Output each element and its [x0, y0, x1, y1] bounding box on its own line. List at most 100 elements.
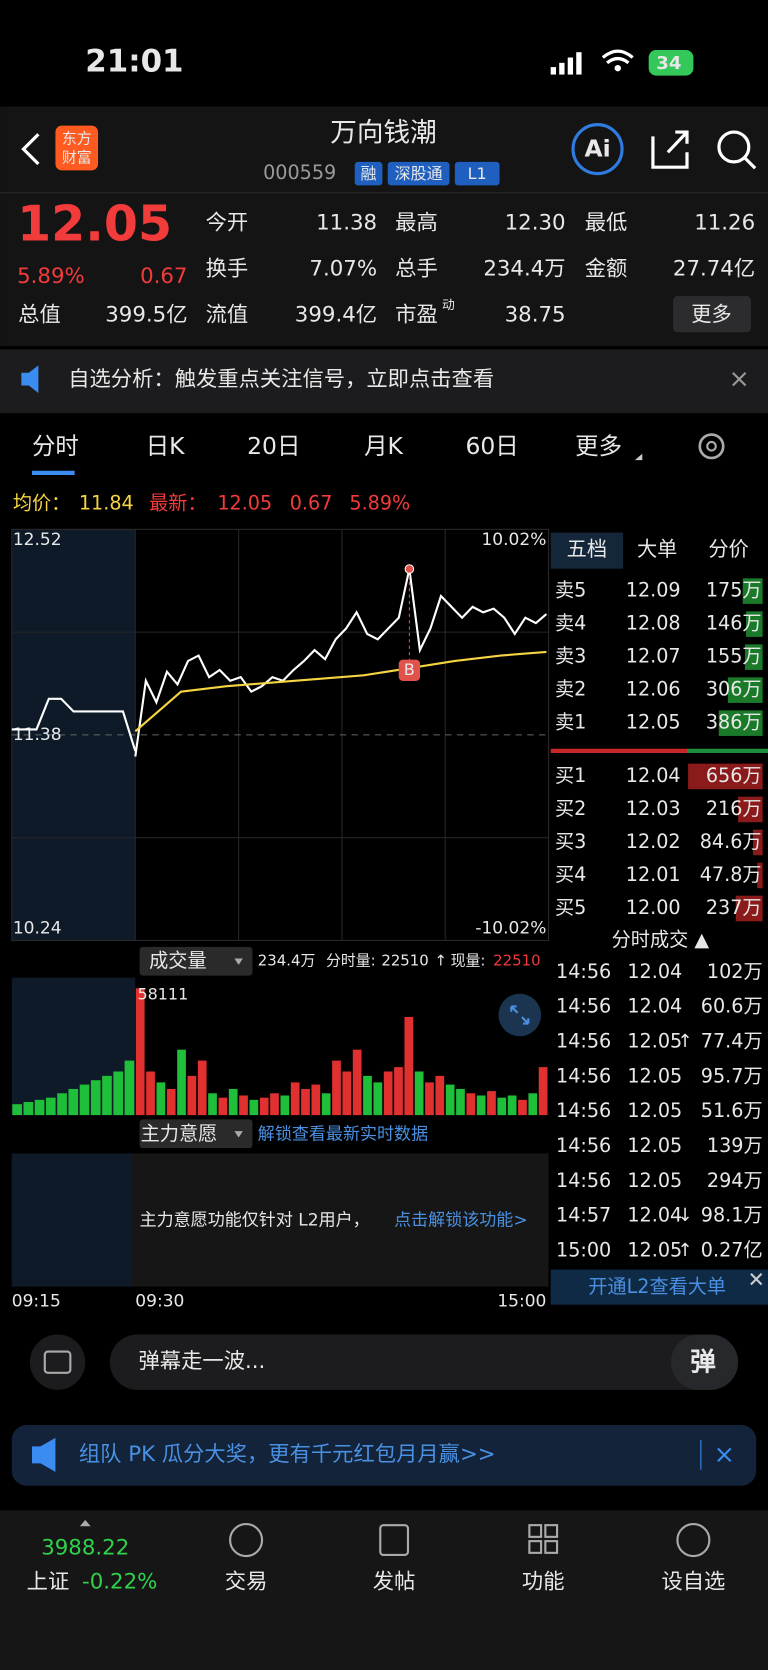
- volume-bar: [466, 1093, 476, 1116]
- book-tab[interactable]: 分价: [708, 537, 748, 561]
- ai-button[interactable]: [571, 123, 624, 176]
- trade-volume: 294万: [707, 1169, 763, 1192]
- nav-item[interactable]: 交易: [225, 1570, 268, 1595]
- book-tab[interactable]: 五档: [567, 537, 607, 561]
- nav-item[interactable]: 设自选: [661, 1570, 725, 1595]
- l2-bar[interactable]: [550, 1269, 768, 1305]
- depth-bar: [718, 710, 763, 736]
- main-force-selector[interactable]: [139, 1119, 253, 1149]
- volume-bar: [332, 1060, 341, 1116]
- volume-bar: [414, 1071, 424, 1116]
- depth-bar: [727, 677, 763, 703]
- latest-label: 最新：: [149, 491, 206, 514]
- settings-button[interactable]: [698, 433, 725, 460]
- field-value: 27.74亿: [673, 256, 755, 281]
- dropdown: [234, 1131, 243, 1138]
- latest-change: 0.67: [290, 491, 333, 514]
- notice-close[interactable]: [732, 372, 747, 387]
- field-label: 换手: [206, 256, 249, 281]
- volume-bar: [363, 1075, 372, 1116]
- tab[interactable]: 月K: [364, 432, 403, 460]
- tab[interactable]: 分时: [32, 432, 79, 460]
- more-button[interactable]: [673, 296, 751, 333]
- volume-bar: [321, 1093, 331, 1116]
- search-button[interactable]: [717, 130, 751, 164]
- book-split-buy: [687, 748, 768, 753]
- nav-item[interactable]: 功能: [522, 1570, 565, 1595]
- back-button[interactable]: [21, 133, 40, 166]
- book-label: 卖2: [555, 678, 586, 701]
- share-button[interactable]: [651, 130, 689, 169]
- book-volume: 656万: [706, 764, 762, 787]
- volume-bar: [435, 1075, 445, 1116]
- stock-code: 000559: [263, 161, 336, 184]
- send-button[interactable]: [671, 1334, 739, 1390]
- l2-text: 开通L2查看大单: [588, 1275, 726, 1298]
- volume-bar: [404, 1016, 414, 1116]
- book-volume: 84.6万: [700, 830, 762, 853]
- tag: [454, 161, 500, 186]
- depth-bar: [688, 763, 763, 790]
- signal-icon: [550, 52, 582, 75]
- tab[interactable]: 60日: [465, 432, 518, 460]
- depth-bar: [742, 578, 763, 604]
- book-volume: 47.8万: [700, 863, 762, 886]
- field-label: 流值: [206, 302, 249, 327]
- latest-value: 12.05: [217, 491, 272, 514]
- trades-title: 分时成交 ▲: [612, 928, 710, 951]
- volume-bar: [518, 1099, 527, 1116]
- trade-arrow: ↓: [677, 1205, 692, 1226]
- comment-input[interactable]: [109, 1334, 739, 1390]
- trade-marker-label: B: [404, 660, 415, 679]
- main-force-note: 主力意愿功能仅针对 L2用户，: [140, 1211, 370, 1231]
- promo-close[interactable]: [717, 1447, 732, 1463]
- book-tab[interactable]: 大单: [637, 537, 677, 561]
- logo-text: 东方: [62, 130, 92, 148]
- main-force-link[interactable]: 点击解锁该功能>: [394, 1211, 528, 1231]
- latest-pct: 5.89%: [349, 491, 410, 514]
- trade-time: 14:56: [556, 1064, 611, 1087]
- trade-time: 14:56: [556, 1030, 611, 1053]
- price-line: [134, 568, 548, 757]
- logo[interactable]: [55, 125, 99, 171]
- volume-bar: [352, 1049, 362, 1116]
- trade-price: 12.05: [627, 1099, 682, 1122]
- trade-time: 14:56: [556, 1134, 611, 1157]
- volume-bar: [113, 1071, 124, 1116]
- index-toggle[interactable]: [79, 1519, 91, 1527]
- volume-bar: [90, 1080, 101, 1116]
- trade-volume: 60.6万: [701, 995, 763, 1018]
- trade-volume: 98.1万: [701, 1204, 763, 1227]
- book-price: 12.01: [626, 863, 681, 886]
- x-tick-label: 09:15: [12, 1291, 61, 1311]
- volume-bar: [57, 1093, 67, 1116]
- expand-button[interactable]: [498, 993, 542, 1037]
- battery: [648, 50, 694, 76]
- nav-item[interactable]: 发帖: [373, 1570, 416, 1595]
- unlock-link[interactable]: 解锁查看最新实时数据: [258, 1124, 428, 1144]
- volume-bar: [373, 1082, 383, 1116]
- tag-label: 融: [361, 164, 377, 183]
- change-pct: 5.89%: [17, 264, 85, 289]
- notice-bar[interactable]: [0, 349, 768, 414]
- price: 12.05: [17, 195, 172, 252]
- tab[interactable]: 20日: [247, 432, 300, 460]
- book-label: 卖3: [555, 645, 586, 668]
- volume-selector[interactable]: [139, 946, 253, 976]
- change: 0.67: [140, 264, 187, 289]
- promo-banner[interactable]: [11, 1425, 757, 1486]
- tab[interactable]: 日K: [146, 432, 185, 460]
- trade-time: 14:56: [556, 1099, 611, 1122]
- trade-volume: 51.6万: [701, 1099, 763, 1122]
- volume-bar: [425, 1082, 434, 1116]
- tab[interactable]: 更多: [575, 432, 622, 460]
- l2-close[interactable]: [750, 1273, 763, 1286]
- field-value: 12.30: [505, 211, 566, 236]
- volume-bar: [156, 1082, 166, 1116]
- trade-time: 14:56: [556, 1169, 611, 1192]
- volume-bar: [166, 1088, 176, 1116]
- comment-placeholder: 弹幕走一波...: [139, 1349, 266, 1374]
- book-label: 卖4: [555, 612, 586, 635]
- wifi-dot: [614, 64, 621, 72]
- comment-icon[interactable]: [29, 1334, 86, 1390]
